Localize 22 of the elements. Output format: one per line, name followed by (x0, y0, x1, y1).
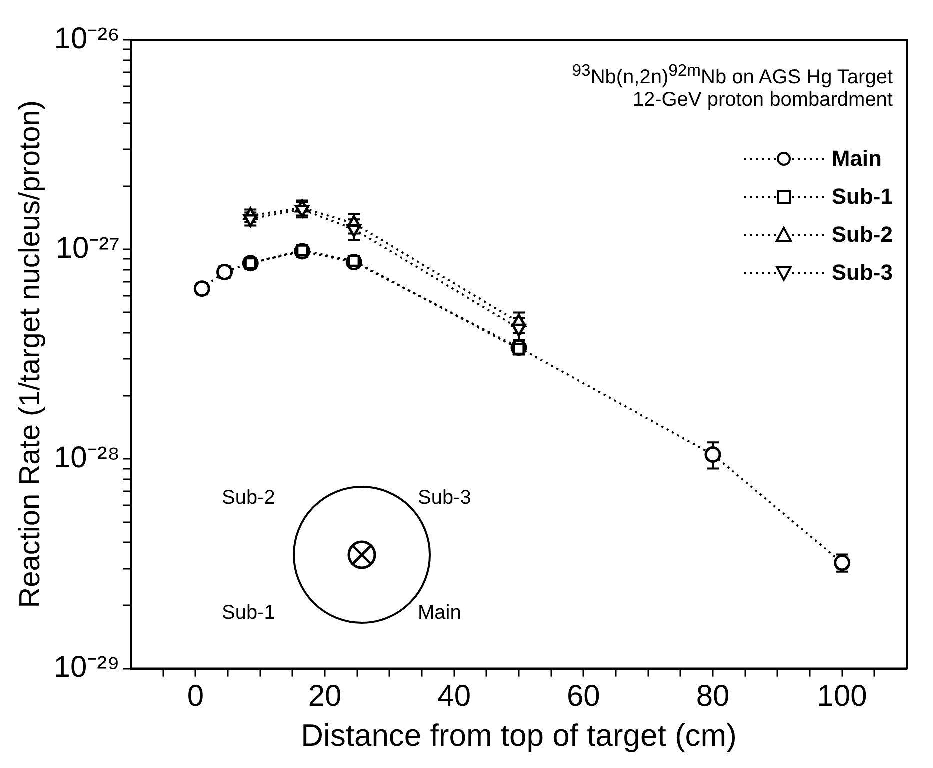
legend-label: Main (832, 146, 882, 172)
x-tick-label: 60 (566, 680, 600, 714)
annotation: Sub-2 (222, 487, 276, 510)
x-tick-label: 80 (696, 680, 730, 714)
legend-label: Sub-3 (832, 260, 893, 286)
x-tick-label: 20 (308, 680, 342, 714)
legend-label: Sub-1 (832, 184, 893, 210)
annotation: Main (418, 602, 462, 625)
text: 12-GeV proton bombardment (632, 88, 893, 111)
legend-label: Sub-2 (832, 222, 893, 248)
y-tick-label: 10⁻²⁶ (54, 22, 120, 56)
annotation: Sub-1 (222, 602, 276, 625)
y-tick-label: 10⁻²⁷ (56, 232, 120, 265)
x-axis-title: Distance from top of target (cm) (301, 718, 737, 753)
x-tick-label: 40 (438, 680, 472, 714)
x-tick-label: 0 (187, 680, 204, 714)
text: $^{93}$Nb(n,2n)$^{92m}$Nb on AGS Hg Target (572, 60, 893, 89)
annotation: Sub-3 (418, 487, 472, 510)
y-tick-label: 10⁻²⁹ (54, 651, 120, 684)
y-axis-title: Reaction Rate (1/target nucleus/proton) (14, 100, 46, 608)
x-tick-label: 100 (817, 680, 868, 714)
y-tick-label: 10⁻²⁸ (54, 441, 120, 474)
